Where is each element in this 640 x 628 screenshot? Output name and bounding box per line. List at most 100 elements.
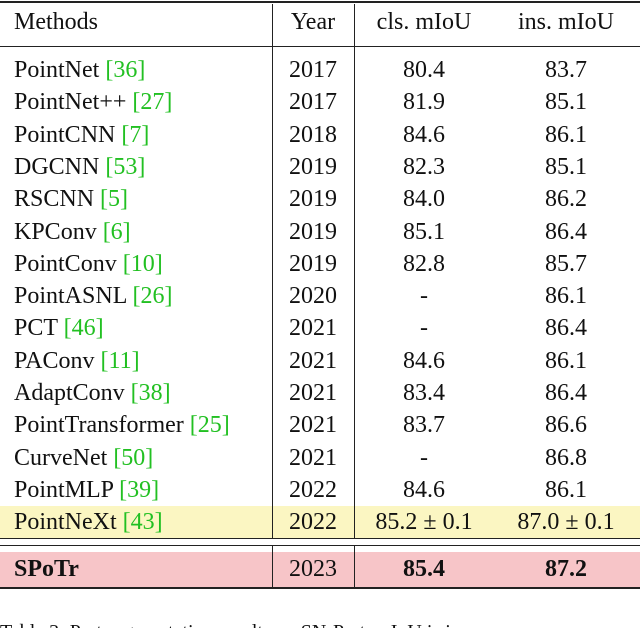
- header-cell: Methods: [14, 9, 98, 35]
- cell: 82.8: [403, 250, 445, 277]
- method-name: DGCNN: [14, 153, 106, 180]
- method-name: CurveNet: [14, 444, 114, 471]
- method-cell: PointCNN [7]: [14, 121, 149, 149]
- method-cell: PointTransformer [25]: [14, 411, 230, 439]
- method-cell: CurveNet [50]: [14, 444, 153, 472]
- method-cell: PointNet [36]: [14, 56, 145, 84]
- cell: 80.4: [403, 57, 445, 83]
- rule: [0, 1, 640, 3]
- method-name: PAConv: [14, 347, 101, 374]
- cell: 2019: [289, 186, 337, 213]
- citation: [50]: [113, 444, 154, 471]
- method-cell: DGCNN [53]: [14, 153, 145, 181]
- caption: Table 3: Part segmentation results on SN…: [0, 618, 461, 628]
- method-cell: SPoTr: [14, 556, 79, 582]
- method-name: PointASNL: [14, 283, 133, 310]
- cell: 85.2 ± 0.1: [375, 509, 473, 536]
- rule: [272, 546, 273, 587]
- method-cell: KPConv [6]: [14, 218, 131, 246]
- citation: [11]: [100, 347, 140, 374]
- citation: [43]: [122, 509, 163, 536]
- rule: [354, 546, 355, 587]
- cell: 2021: [289, 347, 337, 374]
- method-cell: RSCNN [5]: [14, 185, 128, 213]
- method-cell: PointMLP [39]: [14, 476, 159, 504]
- cell: 86.2: [545, 186, 587, 213]
- citation: [39]: [119, 476, 160, 503]
- cell: 86.1: [545, 283, 587, 310]
- cell: 84.6: [403, 476, 445, 503]
- cell: 2022: [289, 476, 337, 503]
- cell: 2017: [289, 57, 337, 83]
- cell: 2023: [289, 556, 337, 582]
- cell: 85.1: [545, 153, 587, 180]
- cell: 83.7: [403, 412, 445, 439]
- method-cell: PointASNL [26]: [14, 282, 172, 310]
- method-name: PointMLP: [14, 476, 120, 503]
- method-name: KPConv: [14, 218, 103, 245]
- method-cell: PCT [46]: [14, 314, 104, 342]
- method-name: PointNet++: [14, 89, 133, 116]
- cell: 2021: [289, 315, 337, 342]
- method-name: PointCNN: [14, 121, 122, 148]
- rule: [354, 4, 355, 538]
- cell: -: [420, 283, 428, 310]
- highlight-row: [0, 506, 640, 539]
- cell: 84.6: [403, 121, 445, 148]
- cell: 2019: [289, 218, 337, 245]
- header-cell: Year: [290, 9, 336, 35]
- cell: 2020: [289, 283, 337, 310]
- cell: 86.8: [545, 444, 587, 471]
- method-name: PointConv: [14, 250, 123, 277]
- cell: 85.1: [545, 89, 587, 116]
- cell: 86.4: [545, 315, 587, 342]
- highlight-row: [0, 552, 640, 587]
- citation: [46]: [63, 315, 104, 342]
- rule: [272, 4, 273, 538]
- citation: [5]: [100, 186, 129, 213]
- citation: [53]: [105, 153, 146, 180]
- rule: [0, 538, 640, 539]
- cell: 2019: [289, 153, 337, 180]
- rule: [0, 46, 640, 47]
- method-name: PointTransformer: [14, 412, 190, 439]
- cell: 2021: [289, 412, 337, 439]
- method-cell: PointNet++ [27]: [14, 88, 172, 116]
- cell: 84.0: [403, 186, 445, 213]
- citation: [26]: [132, 283, 173, 310]
- cell: 86.4: [545, 380, 587, 406]
- cell: -: [420, 315, 428, 342]
- method-cell: PointNeXt [43]: [14, 508, 163, 536]
- header-cell: cls. mIoU: [376, 9, 472, 35]
- cell: 86.1: [545, 347, 587, 374]
- cell: 83.7: [545, 57, 587, 83]
- method-name: PCT: [14, 315, 64, 342]
- cell: 2019: [289, 250, 337, 277]
- citation: [7]: [121, 121, 150, 148]
- cell: 85.4: [403, 556, 445, 582]
- method-name: PointNet: [14, 57, 106, 83]
- cell: 2021: [289, 444, 337, 471]
- cell: 85.1: [403, 218, 445, 245]
- rule: [0, 587, 640, 589]
- cell: 84.6: [403, 347, 445, 374]
- citation: [36]: [105, 57, 146, 83]
- cell: -: [420, 444, 428, 471]
- cell: 2022: [289, 509, 337, 536]
- citation: [10]: [122, 250, 163, 277]
- cell: 86.6: [545, 412, 587, 439]
- citation: [25]: [189, 412, 230, 439]
- rule: [0, 545, 640, 546]
- cell: 85.7: [545, 250, 587, 277]
- cell: 81.9: [403, 89, 445, 116]
- cell: 82.3: [403, 153, 445, 180]
- method-name: AdaptConv: [14, 380, 131, 406]
- method-cell: PointConv [10]: [14, 250, 163, 278]
- citation: [27]: [132, 89, 173, 116]
- cell: 2017: [289, 89, 337, 116]
- method-cell: AdaptConv [38]: [14, 379, 171, 407]
- cell: 86.1: [545, 476, 587, 503]
- cell: 2021: [289, 380, 337, 406]
- citation: [38]: [130, 380, 171, 406]
